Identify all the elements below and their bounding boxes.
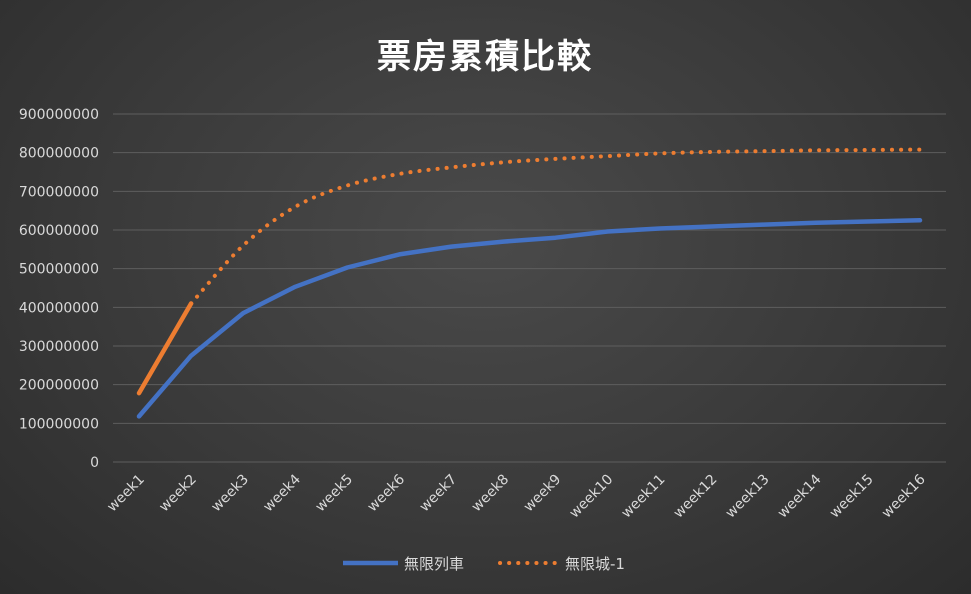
x-axis: week1 week2 week3 week4 week5 week6 week7 week8…: [104, 471, 929, 521]
legend: 無限列車 無限城-1: [343, 555, 625, 573]
x-tick-label: week2: [156, 472, 200, 516]
y-tick-label: 200000000: [19, 378, 99, 394]
series-line-wuxiancheng-solid: [136, 301, 194, 396]
x-tick-label: week16: [879, 471, 929, 521]
grid: [113, 113, 946, 463]
y-tick-label: 500000000: [19, 262, 99, 278]
y-tick-label: 100000000: [19, 416, 99, 432]
x-tick-label: week4: [260, 471, 304, 515]
x-tick-label: week9: [521, 472, 565, 516]
x-tick-label: week8: [469, 472, 513, 516]
legend-label-wuxian-lieche: 無限列車: [404, 555, 464, 573]
y-tick-label: 800000000: [19, 146, 99, 162]
y-tick-label: 900000000: [19, 107, 99, 123]
x-tick-label: week12: [671, 472, 721, 522]
y-tick-label: 600000000: [19, 223, 99, 239]
x-tick-label: week15: [827, 472, 877, 522]
y-tick-label: 400000000: [19, 300, 99, 316]
legend-label-wuxiancheng: 無限城-1: [565, 555, 625, 573]
y-tick-label: 0: [90, 455, 99, 471]
chart-title: 票房累積比較: [377, 37, 593, 77]
y-axis: 0 100000000 200000000 300000000 400000000 500…: [19, 107, 99, 471]
x-tick-label: week5: [312, 472, 356, 516]
x-tick-label: week3: [208, 472, 252, 516]
y-tick-label: 700000000: [19, 184, 99, 200]
series-line-wuxian-lieche: [136, 218, 923, 419]
x-tick-label: week7: [417, 472, 461, 516]
x-tick-label: week1: [104, 472, 148, 516]
x-tick-label: week13: [723, 472, 773, 522]
x-tick-label: week10: [566, 472, 616, 522]
series-line-wuxiancheng-dotted: [189, 147, 922, 306]
x-tick-label: week6: [365, 471, 409, 515]
x-tick-label: week11: [619, 472, 669, 522]
x-tick-label: week14: [775, 471, 825, 521]
y-tick-label: 300000000: [19, 339, 99, 355]
series-group: [136, 147, 923, 419]
